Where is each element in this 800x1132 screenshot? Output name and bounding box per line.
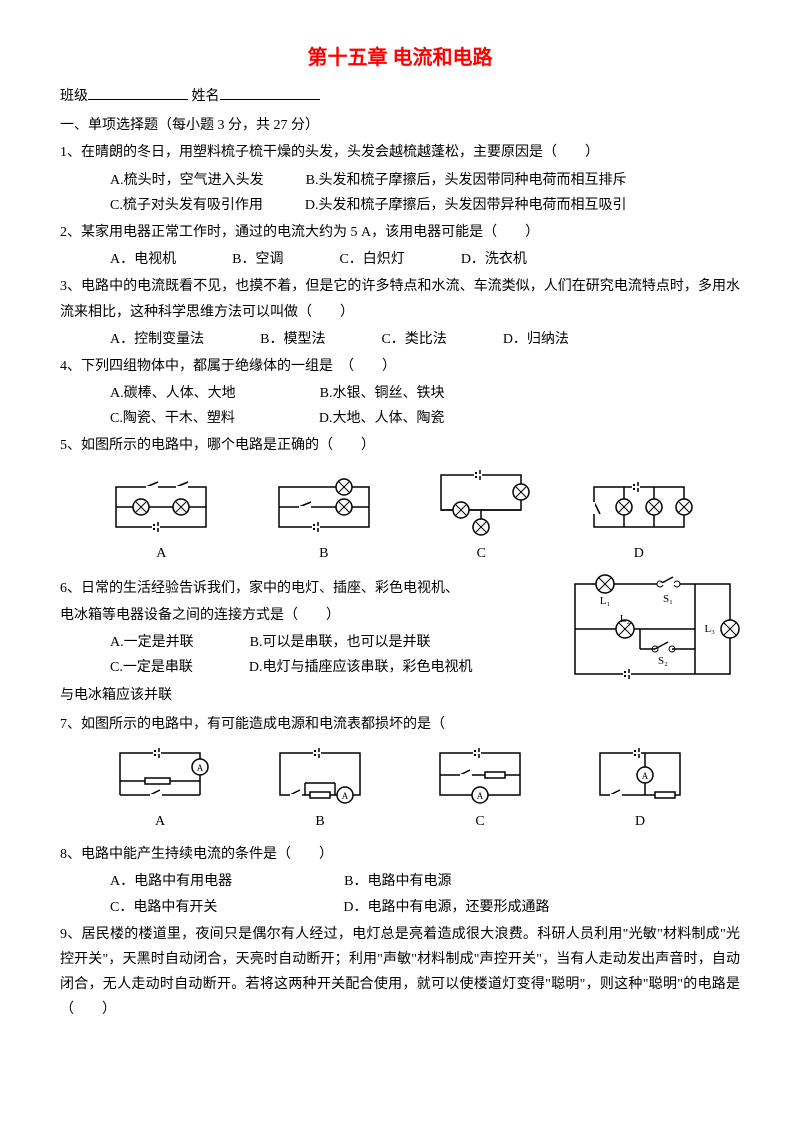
q7-label-c: C — [430, 809, 530, 834]
q2-opt-c: C．白炽灯 — [339, 252, 404, 267]
class-blank — [88, 85, 188, 100]
q5-label-c: C — [431, 541, 531, 566]
q5-diagram-b: B — [269, 477, 379, 566]
q6-diagram: L₁ S₁ L₂ S₂ L₃ — [565, 574, 740, 684]
q9-stem: 9、居民楼的楼道里，夜间只是偶尔有人经过，电灯总是亮着造成很大浪费。科研人员利用… — [60, 922, 740, 1023]
q6-s2-label: S₂ — [658, 655, 668, 667]
q1-opt-b: B.头发和梳子摩擦后，头发因带同种电荷而相互排斥 — [306, 173, 627, 188]
q7-label-a: A — [110, 809, 210, 834]
circuit-b-icon — [269, 477, 379, 537]
q7-diagram-c: A C — [430, 745, 530, 834]
q6-circuit-icon: L₁ S₁ L₂ S₂ L₃ — [565, 574, 740, 684]
q7-diagram-a: A A — [110, 745, 210, 834]
class-label: 班级 — [60, 89, 88, 104]
q3-opt-c: C．类比法 — [381, 332, 446, 347]
q7-circuit-b-icon: A — [270, 745, 370, 805]
q3-opt-d: D．归纳法 — [503, 332, 569, 347]
q6-l2-label: L₂ — [620, 613, 631, 625]
q5-stem: 5、如图所示的电路中，哪个电路是正确的（ ） — [60, 433, 740, 458]
q5-label-a: A — [106, 541, 216, 566]
q8-options: A．电路中有用电器 B．电路中有电源 C．电路中有开关 D．电路中有电源，还要形… — [60, 869, 740, 919]
q1-opt-c: C.梳子对头发有吸引作用 — [110, 198, 263, 213]
q4-opt-d: D.大地、人体、陶瓷 — [319, 411, 445, 426]
q2-opt-b: B．空调 — [232, 252, 283, 267]
svg-text:A: A — [477, 791, 484, 801]
q7-diagram-b: A B — [270, 745, 370, 834]
q5-label-b: B — [269, 541, 379, 566]
q7-label-d: D — [590, 809, 690, 834]
q5-diagram-d: D — [584, 477, 694, 566]
q6-opt-c: C.一定是串联 — [110, 660, 193, 675]
q2-stem: 2、某家用电器正常工作时，通过的电流大约为 5 A，该用电器可能是（ ） — [60, 220, 740, 245]
section-title: 一、单项选择题（每小题 3 分，共 27 分） — [60, 113, 740, 138]
q4-opt-a: A.碳棒、人体、大地 — [110, 386, 236, 401]
q7-diagrams: A A A B — [60, 745, 740, 834]
q4-opt-c: C.陶瓷、干木、塑料 — [110, 411, 235, 426]
q3-options: A．控制变量法 B．模型法 C．类比法 D．归纳法 — [60, 327, 740, 352]
q2-opt-a: A．电视机 — [110, 252, 176, 267]
student-info: 班级 姓名 — [60, 84, 740, 109]
q7-circuit-a-icon: A — [110, 745, 210, 805]
q8-opt-a: A．电路中有用电器 — [110, 874, 232, 889]
q6-l1-label: L₁ — [600, 595, 611, 607]
circuit-a-icon — [106, 477, 216, 537]
circuit-d-icon — [584, 477, 694, 537]
q3-stem: 3、电路中的电流既看不见，也摸不着，但是它的许多特点和水流、车流类似，人们在研究… — [60, 274, 740, 324]
q8-opt-c: C．电路中有开关 — [110, 900, 217, 915]
q1-options: A.梳头时，空气进入头发 B.头发和梳子摩擦后，头发因带同种电荷而相互排斥 C.… — [60, 168, 740, 218]
q4-stem: 4、下列四组物体中，都属于绝缘体的一组是 （ ） — [60, 354, 740, 379]
q4-options: A.碳棒、人体、大地 B.水银、铜丝、铁块 C.陶瓷、干木、塑料 D.大地、人体… — [60, 381, 740, 431]
q3-opt-a: A．控制变量法 — [110, 332, 204, 347]
q4-opt-b: B.水银、铜丝、铁块 — [320, 386, 445, 401]
q6-tail: 与电冰箱应该并联 — [60, 683, 555, 708]
q7-circuit-d-icon: A — [590, 745, 690, 805]
q8-opt-b: B．电路中有电源 — [344, 874, 451, 889]
q2-opt-d: D．洗衣机 — [461, 252, 527, 267]
q8-stem: 8、电路中能产生持续电流的条件是（ ） — [60, 842, 740, 867]
q6-options: A.一定是并联 B.可以是串联，也可以是并联 C.一定是串联 D.电灯与插座应该… — [60, 630, 555, 680]
q6-opt-a: A.一定是并联 — [110, 635, 194, 650]
q2-options: A．电视机 B．空调 C．白炽灯 D．洗衣机 — [60, 247, 740, 272]
q7-label-b: B — [270, 809, 370, 834]
svg-text:A: A — [342, 791, 349, 801]
svg-text:A: A — [197, 763, 204, 773]
q7-stem: 7、如图所示的电路中，有可能造成电源和电流表都损坏的是（ — [60, 712, 740, 737]
name-label: 姓名 — [192, 89, 220, 104]
q7-circuit-c-icon: A — [430, 745, 530, 805]
q3-opt-b: B．模型法 — [260, 332, 325, 347]
q6-l3-label: L₃ — [704, 623, 715, 635]
q5-diagram-a: A — [106, 477, 216, 566]
circuit-c-icon — [431, 467, 531, 537]
q6-opt-d: D.电灯与插座应该串联，彩色电视机 — [249, 660, 473, 675]
q6-line1: 6、日常的生活经验告诉我们，家中的电灯、插座、彩色电视机、 — [60, 576, 555, 601]
q6-container: 6、日常的生活经验告诉我们，家中的电灯、插座、彩色电视机、 电冰箱等电器设备之间… — [60, 574, 740, 710]
q5-diagram-c: C — [431, 467, 531, 566]
page-title: 第十五章 电流和电路 — [60, 40, 740, 76]
q1-opt-a: A.梳头时，空气进入头发 — [110, 173, 264, 188]
q6-line2: 电冰箱等电器设备之间的连接方式是（ ） — [60, 603, 555, 628]
svg-text:A: A — [642, 771, 649, 781]
q5-diagrams: A B — [60, 467, 740, 566]
q1-stem: 1、在晴朗的冬日，用塑料梳子梳干燥的头发，头发会越梳越蓬松，主要原因是（ ） — [60, 140, 740, 165]
name-blank — [220, 85, 320, 100]
q1-opt-d: D.头发和梳子摩擦后，头发因带异种电荷而相互吸引 — [305, 198, 627, 213]
q8-opt-d: D．电路中有电源，还要形成通路 — [343, 900, 549, 915]
q5-label-d: D — [584, 541, 694, 566]
q7-diagram-d: A D — [590, 745, 690, 834]
q6-opt-b: B.可以是串联，也可以是并联 — [250, 635, 431, 650]
q6-s1-label: S₁ — [663, 593, 673, 605]
